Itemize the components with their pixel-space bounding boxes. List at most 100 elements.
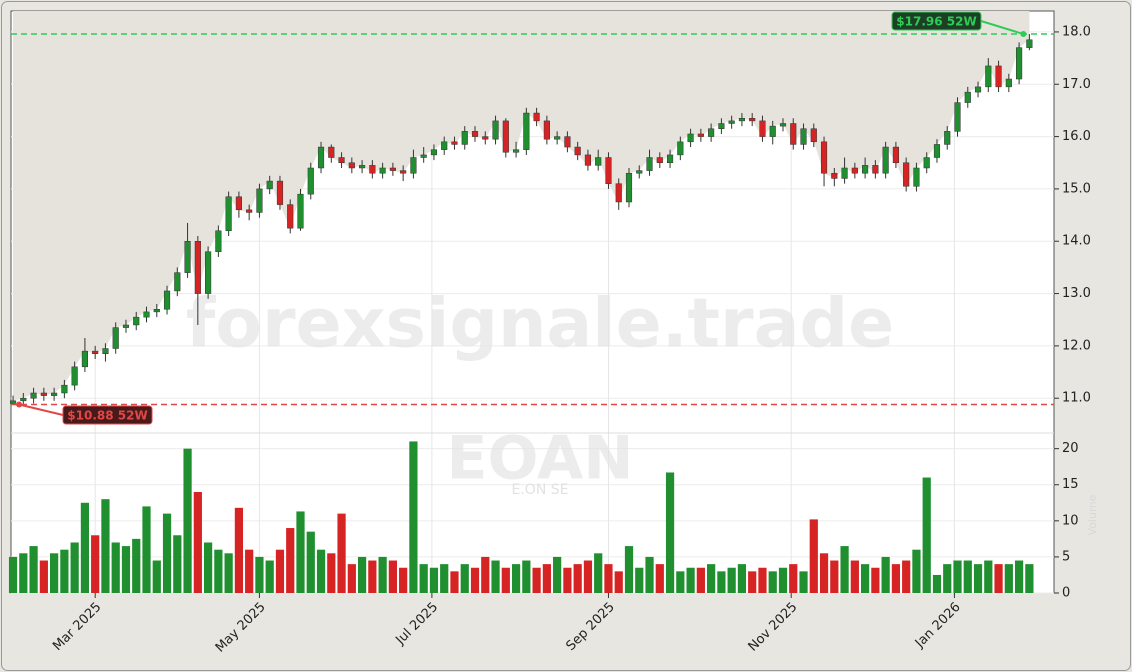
volume-bar [840,546,849,593]
candle-body [338,157,345,163]
annotation-arrowhead [1020,31,1027,38]
candle-body [513,149,520,153]
volume-bar [553,556,562,593]
volume-bar [501,567,510,593]
candle-body [256,188,263,213]
volume-bar [101,499,110,593]
candle-body [287,204,294,229]
candle-body [615,183,622,203]
volume-bar [450,571,459,593]
volume-bar [604,564,613,593]
annotation-box [62,405,153,425]
volume-bar [70,542,79,593]
volume-bar [265,560,274,593]
volume-bar [50,553,59,593]
candle-body [677,141,684,156]
volume-bar [8,556,18,593]
volume-bar [696,567,705,593]
candle-body [1016,47,1023,80]
candle-body [194,240,201,294]
candle-body [81,350,88,368]
volume-bar [984,560,993,593]
y-tick-label: 17.0 [1062,77,1091,92]
volume-bar [132,538,141,593]
candle-body [574,146,581,156]
volume-bar [162,513,172,593]
volume-bar [830,560,839,593]
volume-bar [173,535,182,593]
volume-bar [80,502,90,593]
candle-body [708,128,715,137]
candle-body [820,141,828,174]
candle-body [143,311,150,318]
volume-bar [809,519,818,593]
volume-bar [337,513,346,593]
volume-bar [316,549,326,593]
candle-body [862,165,869,174]
candle-body [163,290,171,310]
candle-body [933,144,941,158]
volume-bar [994,564,1003,593]
candle-body [430,149,438,156]
volume-bar [214,549,223,593]
volume-bar [737,564,747,593]
candle-body [482,136,489,140]
volume-bar [676,571,685,593]
volume-bar [29,546,38,593]
candle-body [389,167,396,171]
annotation-arrow [980,20,1024,35]
volume-bar [748,571,757,593]
candle-body [646,157,653,171]
candle-body [276,180,284,205]
y-tick-label: 11.0 [1062,391,1091,406]
candle-body [9,400,17,404]
candle-body [666,154,674,163]
volume-bar [296,511,305,593]
volume-bar [419,564,428,593]
candle-body [533,112,540,122]
candle-body [974,86,982,93]
y2-tick-label: 5 [1062,549,1070,564]
volume-bar [286,528,295,593]
volume-bar [224,553,233,593]
candle-body [40,392,47,396]
candle-body [1026,39,1033,48]
candle-body [564,136,571,148]
candle-body [379,167,386,174]
candle-body [759,120,766,137]
candle-body [697,133,704,137]
y2-tick-label: 0 [1062,586,1070,601]
candle-body [749,118,756,122]
candle-body [841,167,848,179]
volume-bar [799,571,808,593]
volume-bar [193,491,202,593]
y-tick-label: 13.0 [1062,286,1091,301]
volume-bar [614,571,623,593]
volume-bar [183,448,192,593]
candle-body [779,123,787,127]
volume-bar [573,564,582,593]
y2-tick-label: 15 [1062,477,1079,492]
candle-body [102,348,109,354]
candle-body [738,118,745,122]
candle-body [492,120,499,140]
volume-bar [758,567,767,593]
volume-bar [532,567,541,593]
candle-body [790,123,797,145]
candle-body [317,146,325,169]
candle-body [215,230,222,252]
volume-bar [717,571,726,593]
candle-body [246,209,253,213]
candle-body [400,170,407,174]
y-tick-label: 12.0 [1062,338,1091,353]
candle-body [892,146,899,163]
volume-bar [429,567,439,593]
candle-body [71,366,78,386]
candle-body [687,133,694,143]
candle-body [656,157,663,163]
candle-body [369,165,376,174]
candle-body [954,102,961,132]
candle-body [882,146,889,174]
y-tick-label: 15.0 [1062,181,1091,196]
volume-bar [39,560,48,593]
